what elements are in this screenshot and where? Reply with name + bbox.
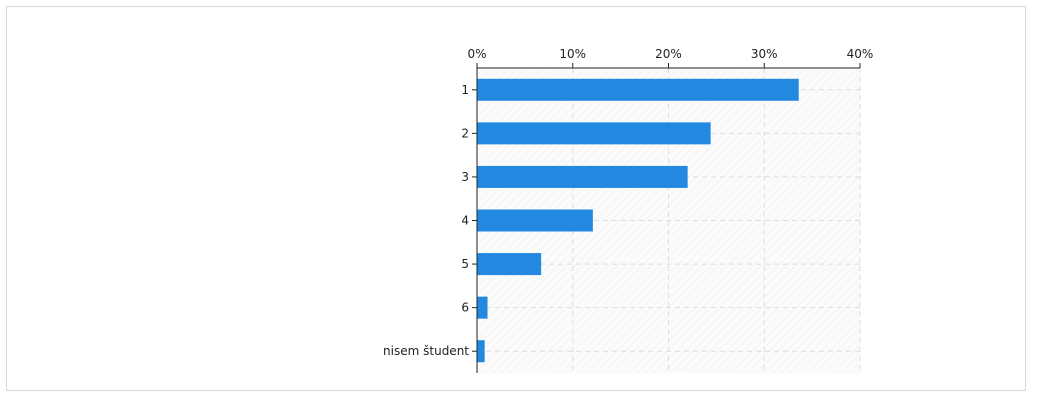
- bar: [477, 122, 711, 145]
- bar: [477, 165, 688, 188]
- x-tick-label: 40%: [847, 47, 874, 61]
- x-tick-label: 20%: [655, 47, 682, 61]
- category-label: 5: [461, 257, 469, 271]
- bar: [477, 340, 485, 363]
- category-label: 2: [461, 126, 469, 140]
- category-label: 4: [461, 214, 469, 228]
- bar: [477, 78, 799, 101]
- bar: [477, 296, 488, 319]
- category-label: 1: [461, 83, 469, 97]
- bar: [477, 209, 593, 232]
- category-label: 6: [461, 301, 469, 315]
- category-label: nisem študent: [383, 344, 469, 358]
- x-tick-label: 10%: [559, 47, 586, 61]
- bars: [477, 78, 799, 363]
- bar: [477, 253, 542, 276]
- x-tick-label: 0%: [467, 47, 486, 61]
- category-label: 3: [461, 170, 469, 184]
- axes: [472, 63, 861, 373]
- x-tick-label: 30%: [751, 47, 778, 61]
- labels: 0% 10% 20% 30% 40% 1 2 3 4 5 6 nisem študent: [383, 47, 873, 358]
